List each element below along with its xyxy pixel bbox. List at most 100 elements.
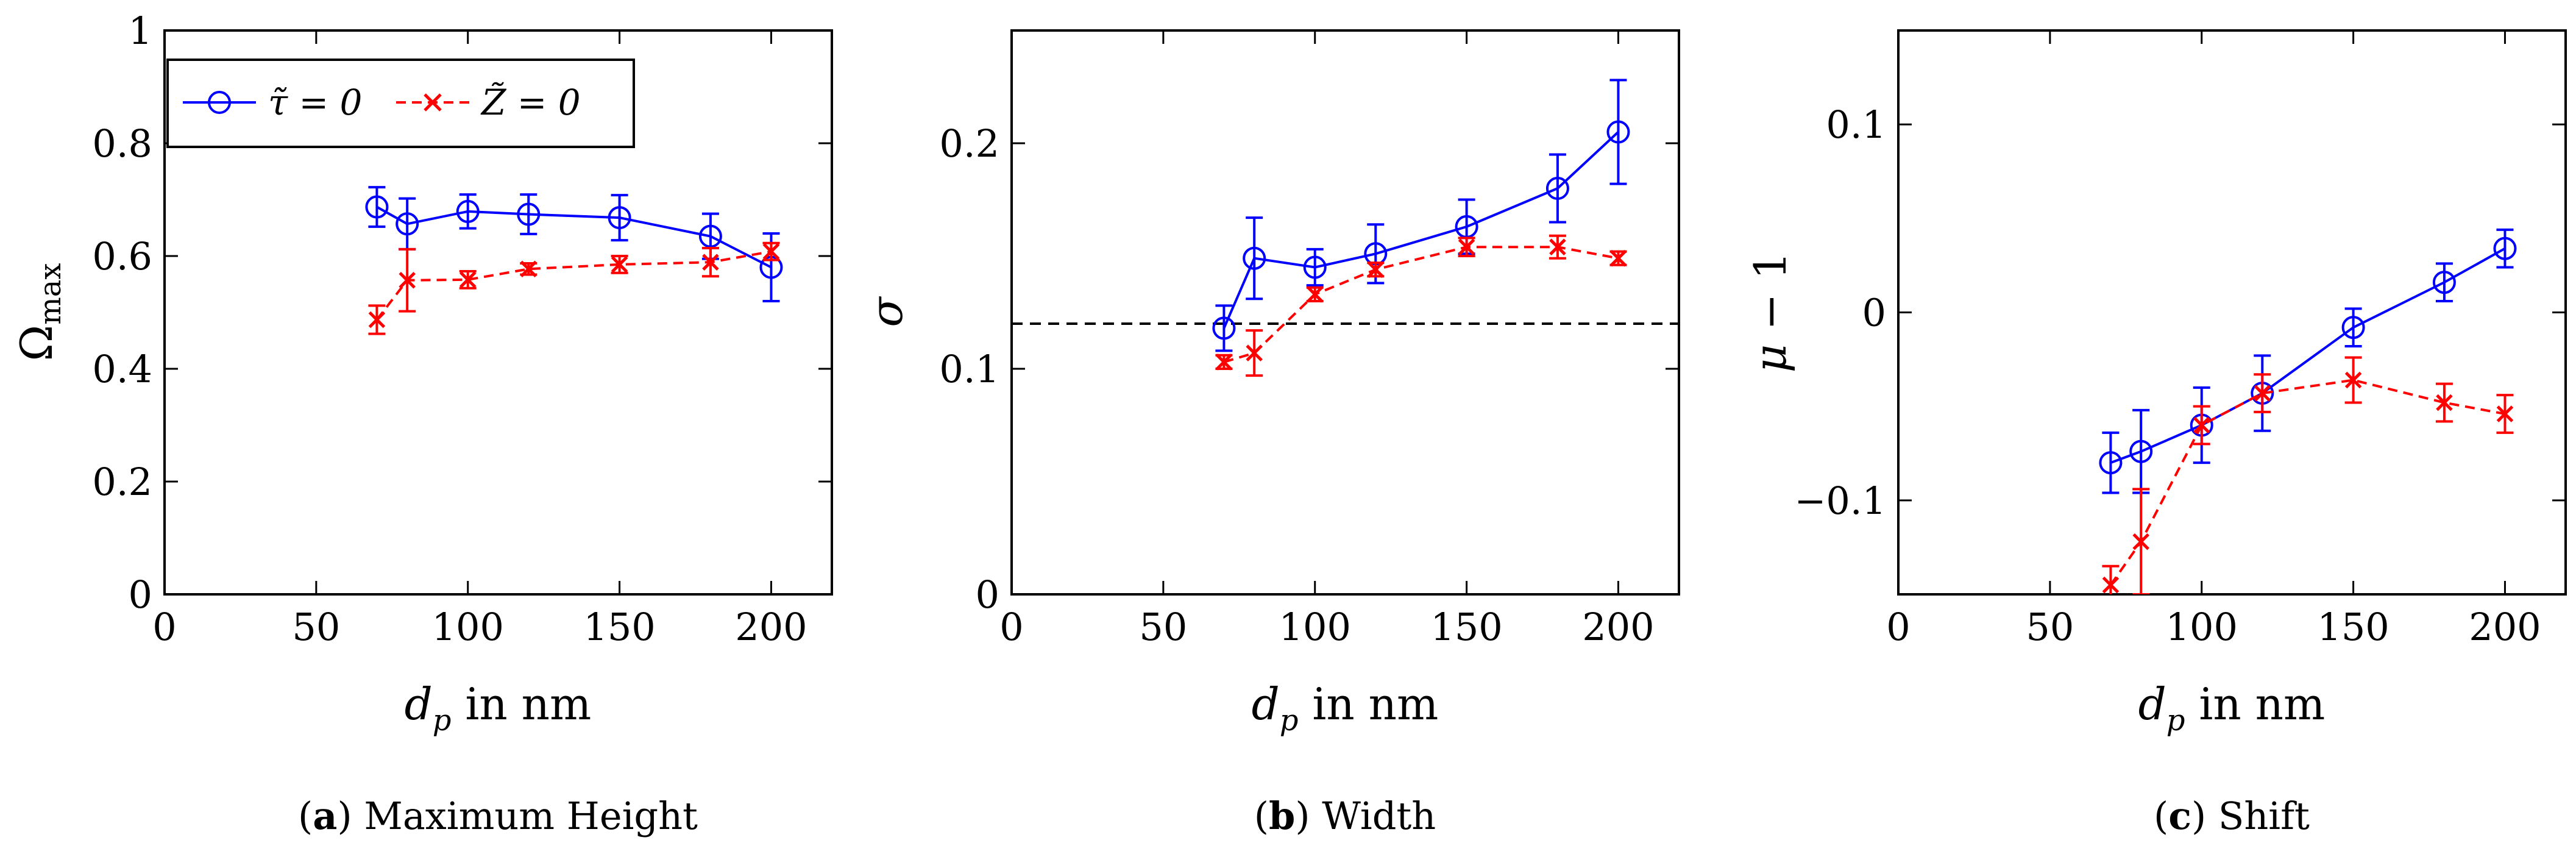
error-bar: [1306, 247, 1324, 287]
x-axis-label: dp in nm: [1252, 678, 1439, 738]
caption-letter: a: [313, 794, 337, 838]
caption-c: (c) Shift: [2154, 794, 2310, 838]
x-tick-label: 200: [2469, 605, 2541, 649]
x-tick-label: 50: [2026, 605, 2074, 649]
data-point: [608, 206, 631, 230]
data-point: [1549, 238, 1566, 255]
data-point: [2102, 576, 2120, 594]
plot-frame: [1897, 29, 2567, 596]
data-point: [762, 243, 780, 260]
series-z-zero: [2102, 356, 2514, 594]
data-point: [2493, 237, 2517, 260]
error-bar: [1246, 216, 1263, 301]
data-point: [396, 212, 419, 236]
y-tick-label: 0.2: [939, 121, 999, 166]
legend-label-tau: τ̃ = 0: [268, 82, 362, 123]
data-point: [1609, 249, 1627, 267]
data-point: [1212, 316, 1236, 340]
x-axis-label: dp in nm: [405, 678, 592, 738]
legend-marker-x: [424, 93, 442, 112]
data-point: [399, 272, 416, 289]
data-point: [368, 311, 386, 329]
panel-width: 0 50 100 150 200 0 0.1 0.2 dp in nm σ (b) Width: [861, 29, 1680, 838]
y-tick-label: 0: [976, 572, 999, 617]
error-bar: [2496, 228, 2514, 269]
data-point: [2193, 416, 2210, 434]
x-tick-label: 200: [735, 605, 807, 649]
y-tick-label: 0.8: [92, 121, 152, 166]
y-tick-label: 0.1: [1826, 102, 1886, 147]
y-axis-label: σ: [861, 296, 912, 327]
y-tick-label: −0.1: [1794, 479, 1886, 523]
series-tau-zero: [365, 186, 783, 302]
error-bar: [1215, 304, 1233, 352]
x-tick-label: 150: [2317, 605, 2389, 649]
data-point: [1215, 354, 1233, 371]
y-tick-label: 0: [1862, 291, 1886, 335]
legend-label-z: Z̃ = 0: [480, 81, 581, 123]
data-point: [1243, 246, 1266, 270]
data-point: [1367, 261, 1385, 278]
error-bar: [611, 194, 628, 242]
y-axis-label: μ − 1: [1745, 252, 1796, 373]
caption-text: Shift: [2218, 794, 2310, 838]
x-tick-label: 100: [432, 605, 504, 649]
error-bar: [2132, 408, 2150, 494]
data-point: [702, 254, 719, 271]
y-tick-label: 0.2: [92, 460, 152, 504]
x-axis-label: dp in nm: [2138, 678, 2326, 738]
series-line: [2110, 247, 2506, 464]
error-bar: [2344, 307, 2362, 347]
error-bar: [2435, 262, 2453, 302]
caption-letter: c: [2168, 794, 2191, 838]
data-point: [1545, 177, 1569, 200]
caption-b: (b) Width: [1254, 794, 1436, 838]
y-tick-label: 0.4: [92, 347, 152, 391]
data-point: [2254, 385, 2271, 402]
x-tick-label: 0: [152, 605, 176, 649]
x-tick-label: 50: [1139, 605, 1187, 649]
data-point: [698, 224, 722, 248]
y-tick-label: 0: [129, 572, 152, 617]
x-tick-label: 50: [292, 605, 340, 649]
data-point: [2436, 394, 2453, 411]
data-point: [2496, 405, 2514, 422]
data-point: [2432, 271, 2456, 294]
error-bar: [1609, 79, 1627, 185]
data-point: [517, 202, 541, 226]
data-point: [2341, 316, 2365, 340]
error-bar: [2102, 431, 2120, 494]
x-tick-label: 100: [1279, 605, 1351, 649]
error-bar: [368, 186, 386, 228]
x-tick-label: 100: [2166, 605, 2238, 649]
data-point: [2129, 439, 2153, 463]
data-point: [1246, 344, 1263, 361]
data-point: [520, 260, 538, 278]
data-point: [1303, 255, 1327, 279]
x-tick-label: 150: [583, 605, 655, 649]
caption-text: Maximum Height: [364, 794, 698, 838]
legend-marker-circle: [208, 91, 231, 114]
panel-shift: 0 50 100 150 200 −0.1 0 0.1 dp in nm μ − 1 (c) …: [1745, 29, 2567, 838]
caption-text: Width: [1322, 794, 1436, 838]
data-point: [459, 271, 477, 288]
data-point: [1606, 120, 1630, 144]
y-tick-label: 0.6: [92, 234, 152, 279]
panel-maximum-height: 0 50 100 150 200 0 0.2 0.4 0.6 0.8 1 dp in nm Ωmax…: [11, 9, 833, 838]
data-point: [1306, 286, 1324, 303]
y-tick-label: 1: [129, 9, 152, 53]
x-tick-label: 0: [999, 605, 1023, 649]
data-point: [1458, 238, 1475, 255]
y-axis-label: Ωmax: [11, 263, 68, 361]
x-tick-label: 150: [1430, 605, 1502, 649]
caption-a: (a) Maximum Height: [298, 794, 698, 838]
y-tick-label: 0.1: [939, 347, 999, 391]
data-point: [2132, 533, 2149, 550]
caption-letter: b: [1269, 794, 1295, 838]
error-bar: [1549, 153, 1566, 224]
plot-frame: [163, 29, 833, 596]
series-line: [1223, 246, 1619, 363]
series-line: [1222, 131, 1619, 329]
data-point: [2344, 371, 2362, 389]
